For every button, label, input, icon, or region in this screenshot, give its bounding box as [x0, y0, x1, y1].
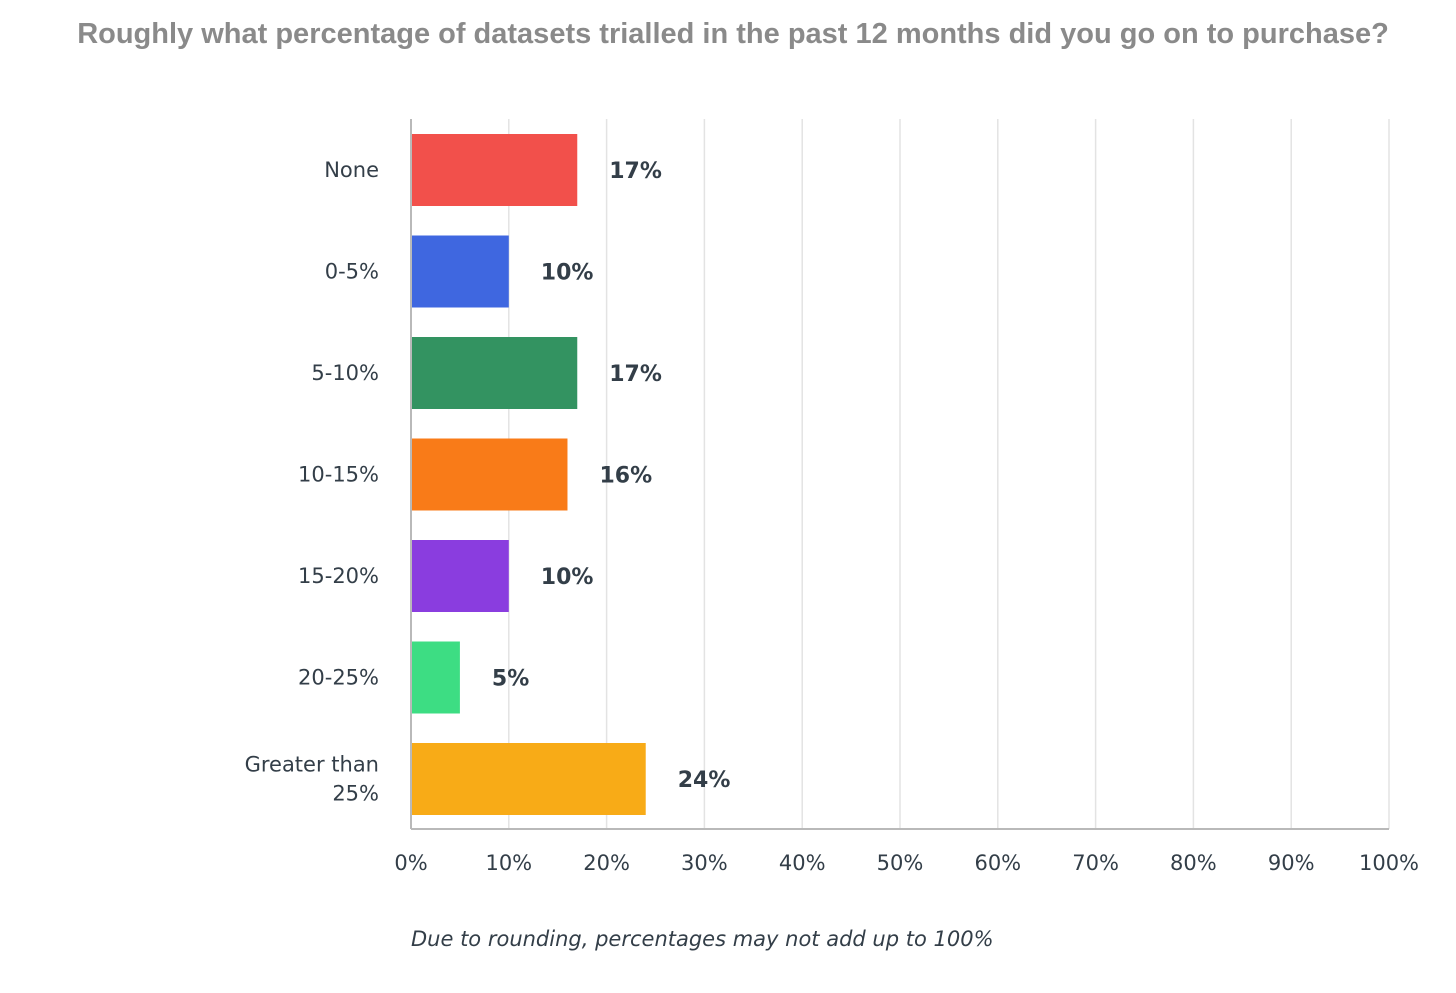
data-label: 10% — [541, 565, 594, 590]
x-tick-label: 70% — [1072, 851, 1119, 875]
x-tick-label: 90% — [1268, 851, 1315, 875]
category-label: 0-5% — [325, 260, 379, 284]
x-tick-label: 50% — [877, 851, 924, 875]
bar — [412, 337, 578, 409]
x-tick-label: 0% — [394, 851, 427, 875]
x-tick-label: 30% — [681, 851, 728, 875]
bar — [412, 641, 460, 714]
bar — [412, 438, 568, 511]
category-label: 10-15% — [298, 463, 379, 487]
x-tick-label: 40% — [779, 851, 826, 875]
footnote: Due to rounding, percentages may not add… — [411, 927, 994, 951]
category-label: Greater than 25% — [245, 753, 379, 806]
x-tick-label: 60% — [974, 851, 1021, 875]
category-label: None — [324, 158, 379, 182]
bars — [412, 134, 646, 815]
bar — [412, 134, 578, 206]
data-label: 10% — [541, 261, 594, 286]
data-label: 24% — [678, 768, 731, 793]
x-tick-label: 100% — [1359, 851, 1419, 875]
x-tick-label: 80% — [1170, 851, 1217, 875]
category-label: 15-20% — [298, 564, 379, 588]
data-label: 5% — [492, 667, 529, 692]
labels: 0% 10% 20% 30% 40% 50% 60% 70% 80% 90% 100% 17% None… — [245, 158, 1419, 875]
category-label: 5-10% — [311, 361, 379, 385]
category-label: 20-25% — [298, 666, 379, 690]
axes — [410, 119, 1389, 830]
bar — [412, 743, 646, 815]
x-tick-label: 20% — [583, 851, 630, 875]
x-tick-label: 10% — [485, 851, 532, 875]
chart-title: Roughly what percentage of datasets tria… — [77, 18, 1389, 50]
data-label: 17% — [609, 159, 662, 184]
data-label: 16% — [599, 464, 652, 489]
bar — [412, 540, 509, 612]
bar — [412, 235, 509, 308]
gridlines — [508, 119, 1390, 829]
data-label: 17% — [609, 362, 662, 387]
